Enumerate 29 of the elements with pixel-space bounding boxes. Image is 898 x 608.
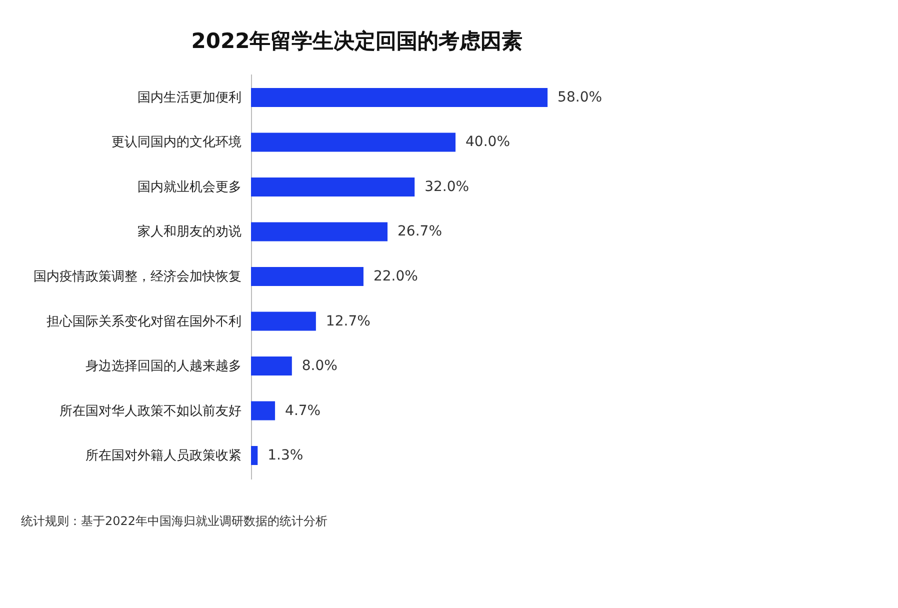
y-tick-label: 身边选择回国的人越来越多	[86, 359, 242, 374]
bar	[251, 446, 258, 466]
data-label: 12.7%	[326, 313, 370, 330]
bar	[251, 312, 316, 331]
data-label: 4.7%	[285, 402, 321, 419]
data-label: 58.0%	[558, 89, 602, 106]
bar	[251, 88, 548, 107]
bar	[251, 401, 276, 420]
y-tick-label: 更认同国内的文化环境	[112, 134, 242, 150]
bar	[251, 132, 456, 152]
data-label: 32.0%	[424, 178, 470, 195]
text: 统计规则：基于2022年中国海归就业调研数据的统计分析	[21, 514, 328, 528]
data-label: 40.0%	[466, 134, 510, 150]
data-label: 1.3%	[268, 448, 304, 464]
y-tick-label: 家人和朋友的劝说	[138, 224, 242, 240]
y-tick-label: 所在国对外籍人员政策收紧	[86, 448, 242, 464]
chart-title: 2022年留学生决定回国的考虑因素	[191, 29, 523, 53]
y-tick-label: 担心国际关系变化对留在国外不利	[46, 313, 242, 330]
data-label: 26.7%	[398, 224, 442, 240]
bar	[251, 356, 292, 376]
y-tick-label: 国内就业机会更多	[138, 180, 242, 195]
data-label: 22.0%	[373, 268, 418, 284]
bar	[251, 177, 415, 196]
bar	[251, 267, 364, 286]
y-tick-label: 国内生活更加便利	[138, 90, 242, 106]
y-tick-label: 所在国对华人政策不如以前友好	[60, 404, 242, 419]
data-label: 8.0%	[302, 358, 338, 374]
y-tick-label: 国内疫情政策调整，经济会加快恢复	[34, 270, 242, 284]
bar	[251, 222, 388, 242]
